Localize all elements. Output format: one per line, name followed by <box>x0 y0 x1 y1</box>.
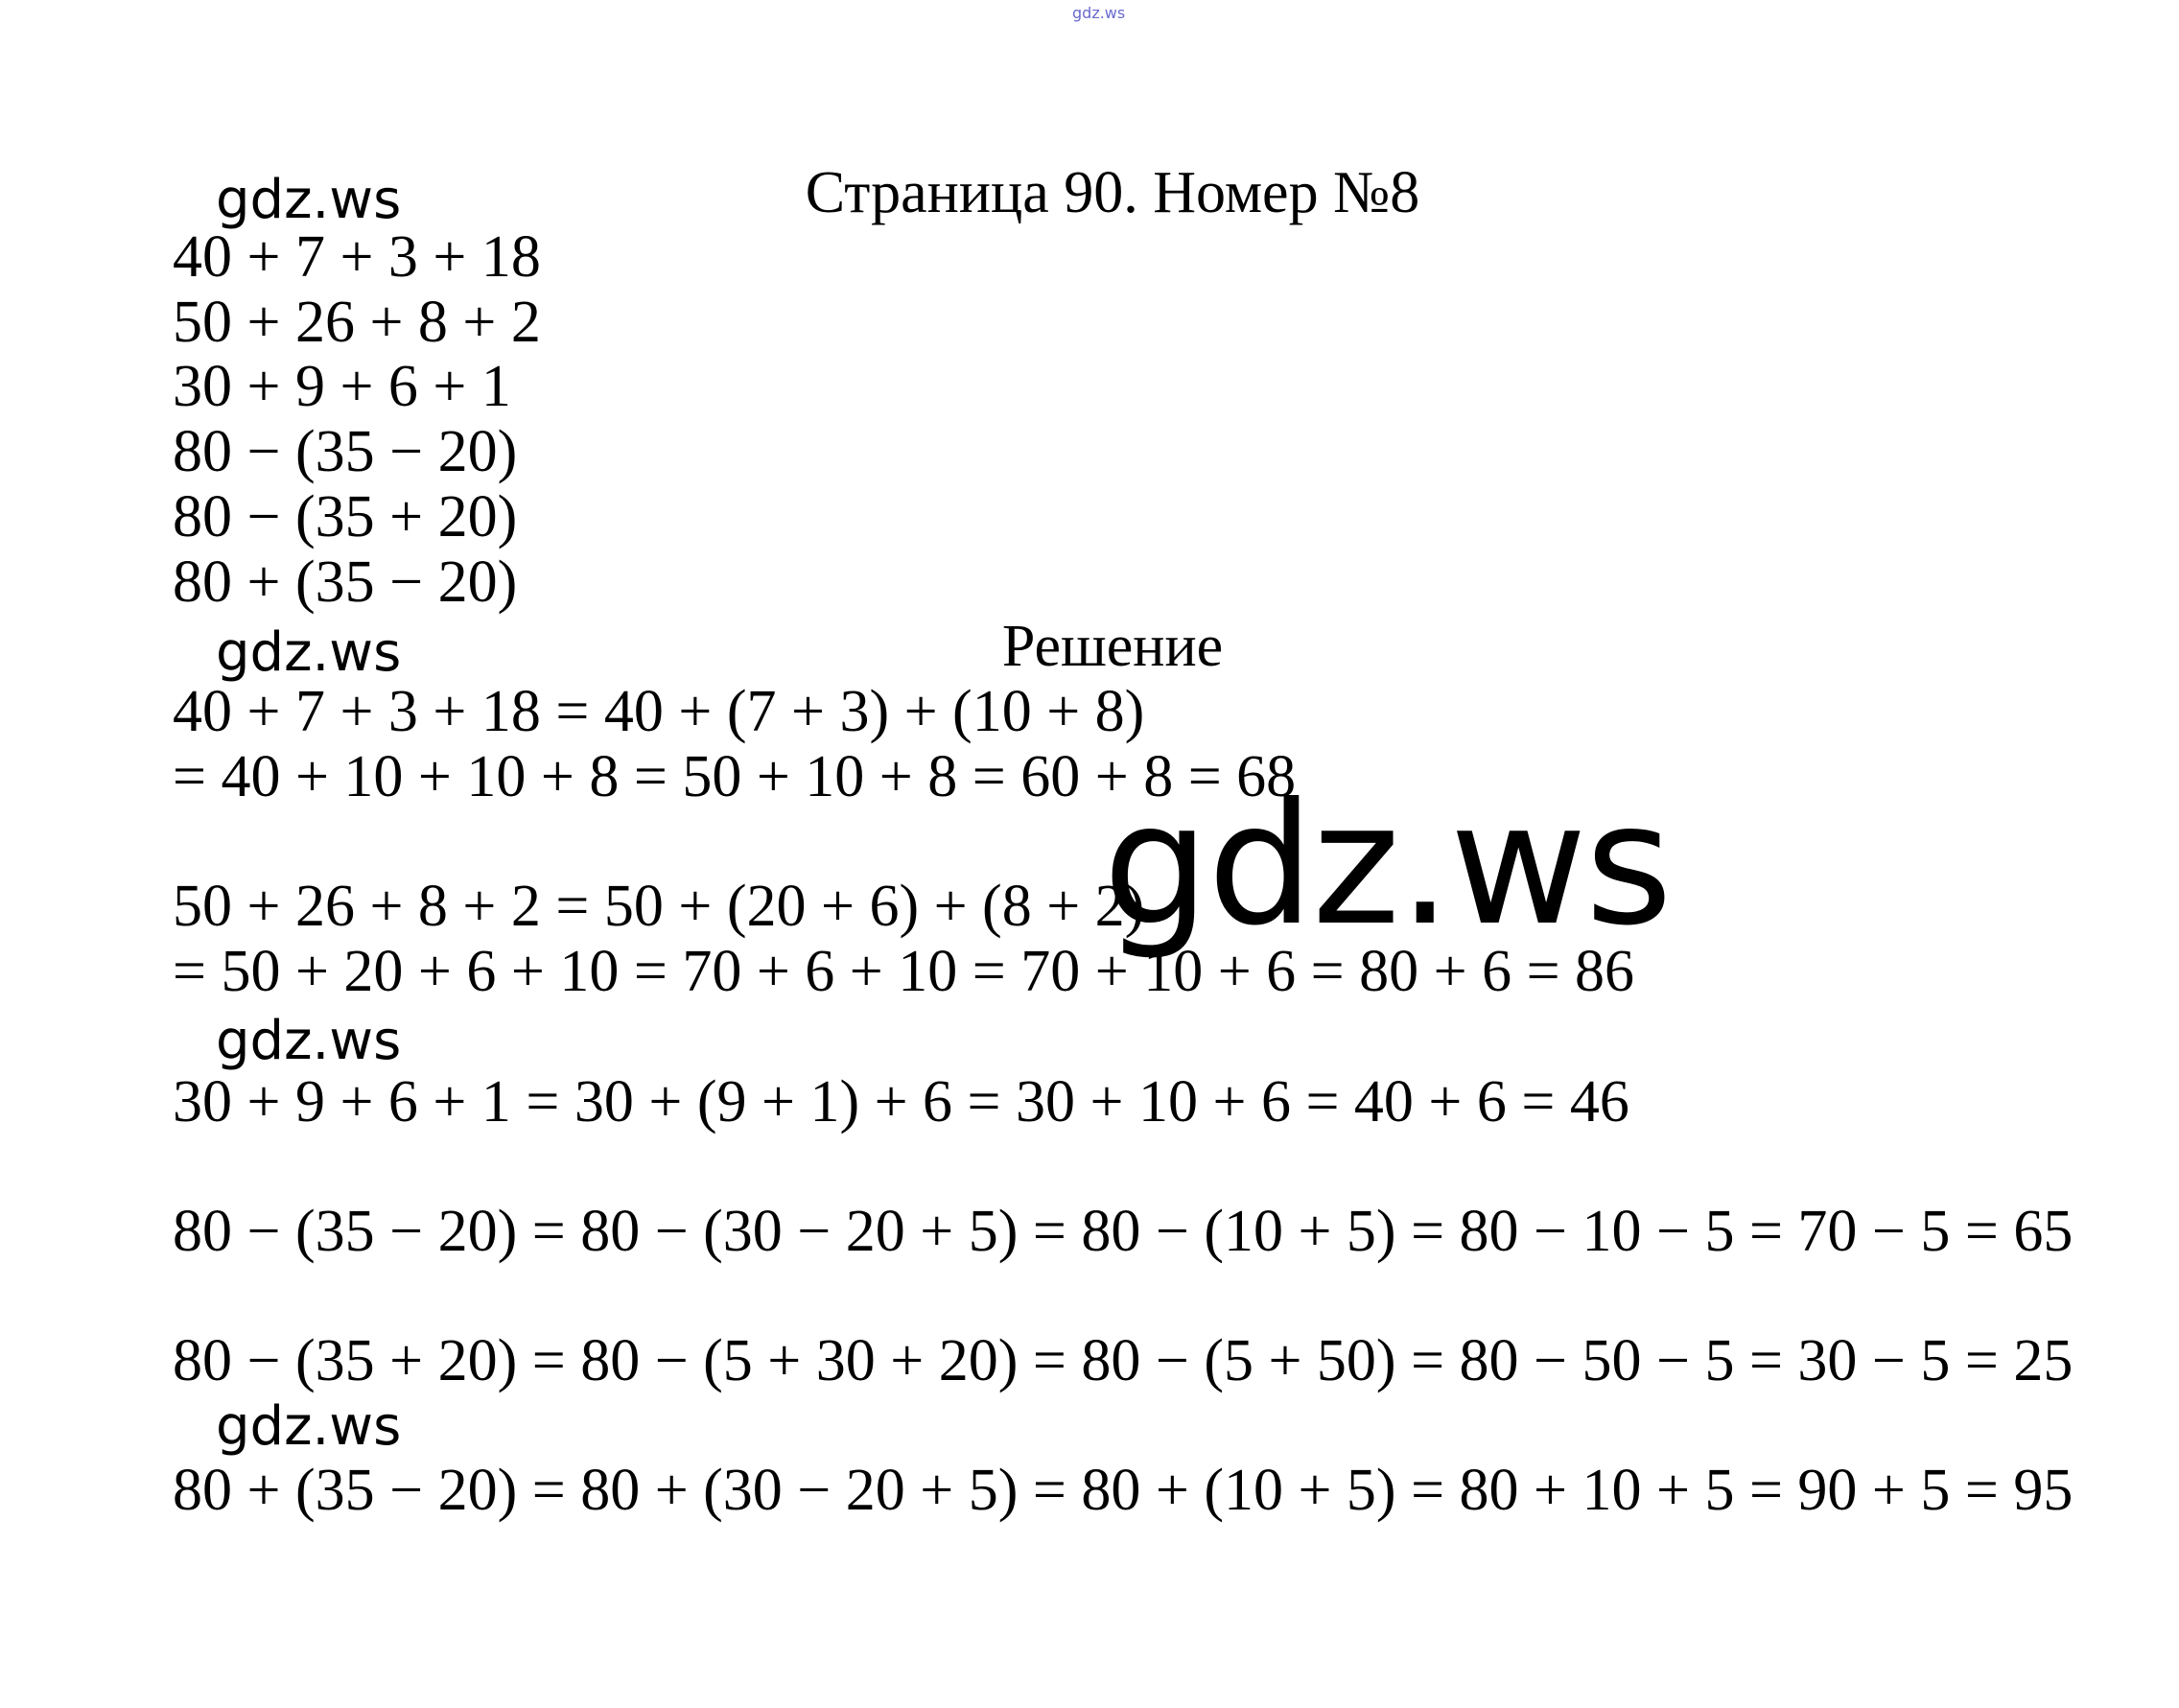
watermark-1: gdz.ws <box>216 169 402 231</box>
solution-heading: Решение <box>1001 614 1224 679</box>
task-line: 30 + 9 + 6 + 1 <box>173 354 511 419</box>
watermark-3: gdz.ws <box>216 1010 402 1072</box>
task-line: 80 − (35 + 20) <box>173 484 518 550</box>
page-title: Страница 90. Номер №8 <box>805 160 1420 225</box>
solution-line: = 50 + 20 + 6 + 10 = 70 + 6 + 10 = 70 + … <box>173 939 1635 1004</box>
task-line: 80 − (35 − 20) <box>173 419 518 484</box>
task-line: 80 + (35 − 20) <box>173 550 518 615</box>
solution-line: 80 − (35 + 20) = 80 − (5 + 30 + 20) = 80… <box>173 1328 2074 1393</box>
watermark-large: gdz.ws <box>1103 768 1673 963</box>
solution-line: 30 + 9 + 6 + 1 = 30 + (9 + 1) + 6 = 30 +… <box>173 1069 1629 1135</box>
solution-line: = 40 + 10 + 10 + 8 = 50 + 10 + 8 = 60 + … <box>173 744 1297 809</box>
watermark-2: gdz.ws <box>216 621 402 684</box>
solution-line: 40 + 7 + 3 + 18 = 40 + (7 + 3) + (10 + 8… <box>173 679 1145 744</box>
watermark-4: gdz.ws <box>216 1395 402 1458</box>
task-line: 40 + 7 + 3 + 18 <box>173 224 541 290</box>
solution-line: 50 + 26 + 8 + 2 = 50 + (20 + 6) + (8 + 2… <box>173 874 1145 939</box>
task-line: 50 + 26 + 8 + 2 <box>173 290 541 355</box>
solution-line: 80 + (35 − 20) = 80 + (30 − 20 + 5) = 80… <box>173 1458 2074 1523</box>
top-watermark: gdz.ws <box>1072 4 1126 22</box>
solution-line: 80 − (35 − 20) = 80 − (30 − 20 + 5) = 80… <box>173 1199 2074 1264</box>
